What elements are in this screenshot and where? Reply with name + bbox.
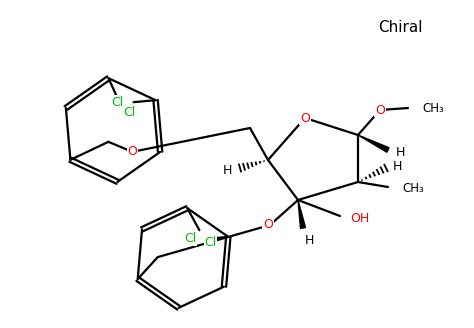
- Text: H: H: [223, 163, 232, 176]
- Text: Cl: Cl: [111, 96, 124, 109]
- Text: OH: OH: [350, 212, 369, 224]
- Text: O: O: [263, 218, 273, 232]
- Text: Cl: Cl: [123, 106, 136, 119]
- Text: CH₃: CH₃: [402, 181, 424, 195]
- Text: O: O: [128, 145, 137, 158]
- Text: CH₃: CH₃: [422, 102, 444, 115]
- Text: Cl: Cl: [204, 236, 217, 249]
- Polygon shape: [298, 200, 305, 228]
- Text: H: H: [393, 159, 402, 173]
- Text: H: H: [396, 146, 405, 158]
- Text: Cl: Cl: [184, 232, 196, 245]
- Text: H: H: [305, 234, 314, 247]
- Polygon shape: [358, 135, 389, 152]
- Text: O: O: [300, 112, 310, 125]
- Text: Chiral: Chiral: [378, 20, 422, 35]
- Text: O: O: [375, 104, 385, 116]
